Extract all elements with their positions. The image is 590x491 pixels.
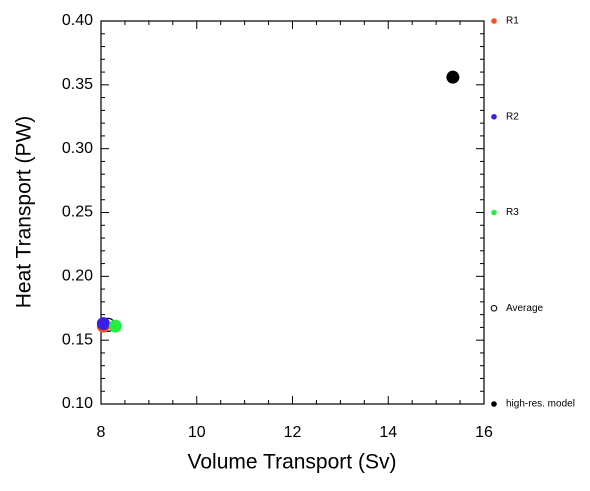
x-tick-label: 8 bbox=[97, 424, 106, 441]
y-axis-label: Heat Transport (PW) bbox=[13, 116, 36, 309]
y-tick-label: 0.30 bbox=[62, 140, 93, 157]
legend-label: R2 bbox=[506, 111, 519, 122]
point bbox=[446, 70, 460, 84]
point bbox=[108, 319, 122, 333]
x-tick-label: 16 bbox=[475, 424, 493, 441]
legend-label: high-res. model bbox=[506, 399, 575, 410]
y-tick-label: 0.35 bbox=[62, 76, 93, 93]
legend-label: Average bbox=[506, 303, 544, 314]
y-tick-label: 0.10 bbox=[62, 395, 93, 412]
x-tick-label: 12 bbox=[284, 424, 302, 441]
point bbox=[96, 317, 110, 331]
x-tick-label: 14 bbox=[379, 424, 397, 441]
plot-frame bbox=[100, 20, 485, 405]
legend-label: R3 bbox=[506, 207, 519, 218]
legend-marker bbox=[491, 401, 497, 407]
legend-marker bbox=[491, 113, 497, 120]
legend-marker bbox=[491, 18, 497, 24]
legend-marker bbox=[490, 304, 498, 312]
y-tick-label: 0.25 bbox=[62, 204, 93, 221]
x-axis-label: Volume Transport (Sv) bbox=[188, 451, 397, 474]
y-tick-label: 0.20 bbox=[62, 268, 93, 285]
y-tick-label: 0.40 bbox=[62, 12, 93, 29]
y-tick-label: 0.15 bbox=[62, 331, 93, 348]
legend-marker bbox=[491, 209, 497, 216]
x-tick-label: 10 bbox=[188, 424, 206, 441]
legend-label: R1 bbox=[506, 16, 519, 27]
